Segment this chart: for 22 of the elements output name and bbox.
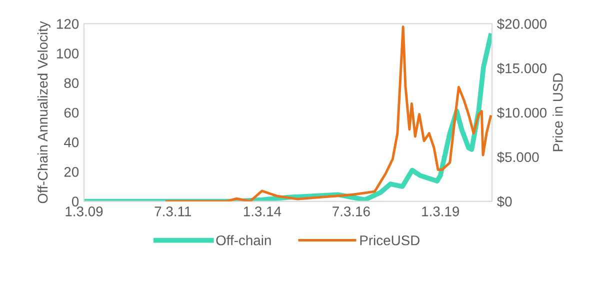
y-tick-label: 120 bbox=[57, 19, 79, 29]
y-tick-label: 20 bbox=[64, 167, 79, 177]
y-axis-title: Off-Chain Annualized Velocity bbox=[37, 21, 50, 204]
legend-label: Off-chain bbox=[216, 235, 271, 246]
y-tick-label: 0 bbox=[72, 196, 79, 206]
x-tick-label: 1.3.09 bbox=[66, 206, 103, 216]
y2-tick-label: $20.000 bbox=[497, 18, 547, 30]
y2-axis-title: Price in USD bbox=[552, 73, 563, 152]
y-tick-label: 100 bbox=[57, 48, 79, 58]
x-tick-label: 7.3.16 bbox=[332, 206, 370, 216]
y2-tick-label: $5.000 bbox=[497, 152, 539, 163]
legend-label: PriceUSD bbox=[360, 235, 420, 246]
x-tick-label: 7.3.11 bbox=[154, 206, 192, 216]
x-tick-label: 1.3.14 bbox=[244, 206, 282, 216]
line-series bbox=[166, 26, 492, 202]
y2-tick-label: $15.000 bbox=[497, 62, 547, 74]
y-tick-label: 80 bbox=[64, 78, 79, 88]
y2-tick-label: $10.000 bbox=[497, 107, 547, 118]
x-tick-label: 1.3.19 bbox=[422, 206, 460, 216]
y-tick-label: 40 bbox=[64, 137, 79, 148]
y-tick-label: 60 bbox=[64, 108, 79, 118]
y2-tick-label: $0 bbox=[497, 196, 512, 208]
